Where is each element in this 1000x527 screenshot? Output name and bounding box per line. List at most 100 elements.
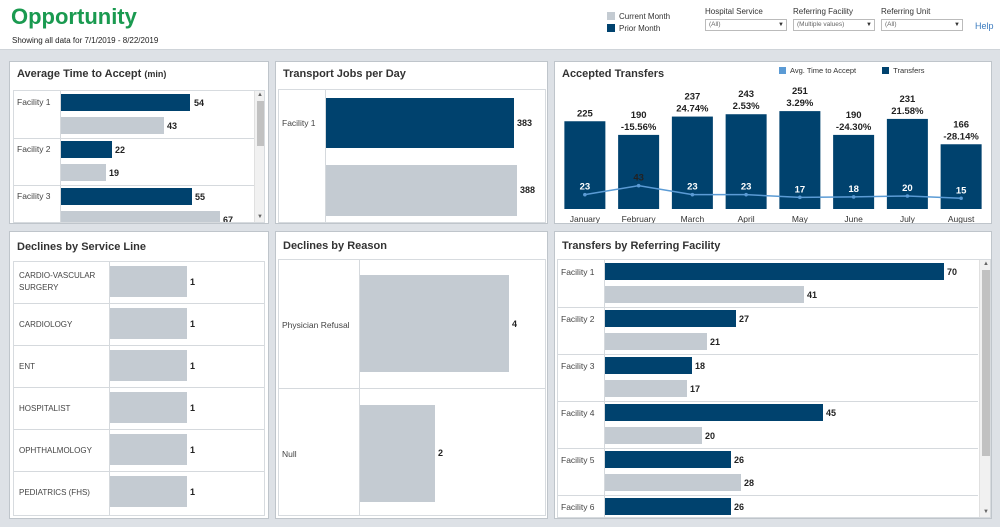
avg-time-label: 15 (956, 185, 967, 196)
bar-current[interactable] (605, 333, 707, 350)
bar-value: 4 (512, 319, 518, 329)
chart-legend: Avg. Time to Accept Transfers (779, 66, 925, 75)
row-label: Facility 2 (17, 144, 51, 154)
bar-prior[interactable] (605, 404, 823, 421)
bar-value: 41 (807, 290, 818, 300)
scroll-up-icon[interactable]: ▲ (257, 92, 263, 98)
transfer-bar (886, 118, 928, 209)
dashboard-header: Opportunity Showing all data for 7/1/201… (0, 0, 1000, 50)
transfer-bar (779, 111, 821, 209)
bar-current[interactable] (326, 165, 517, 216)
accepted-transfers-panel: Accepted Transfers Avg. Time to Accept T… (554, 61, 992, 224)
bar-value: 18 (695, 361, 706, 371)
bar-current[interactable] (605, 474, 741, 491)
avg-time-point (690, 192, 695, 197)
transport-chart: Facility 1 383 388 (278, 89, 546, 223)
chevron-down-icon: ▼ (778, 22, 784, 28)
bar-current[interactable] (110, 392, 187, 423)
month-tick-label: February (622, 214, 657, 223)
help-link[interactable]: Help (975, 21, 994, 31)
referring-unit-dropdown[interactable]: (All) ▼ (881, 19, 963, 31)
declines-by-reason-panel: Declines by Reason Physician Refusal 4 N… (275, 231, 548, 519)
bar-prior[interactable] (605, 498, 731, 515)
panel-title: Transfers by Referring Facility (562, 240, 721, 252)
panel-title: Transport Jobs per Day (283, 68, 406, 80)
bar-value: 1 (190, 277, 196, 287)
bar-current[interactable] (360, 275, 509, 372)
bar-prior[interactable] (61, 94, 190, 111)
bar-current[interactable] (110, 266, 187, 297)
bar-value: 1 (190, 445, 196, 455)
row-label: Facility 1 (561, 267, 595, 277)
bar-current[interactable] (605, 380, 687, 397)
bar-current[interactable] (605, 286, 804, 303)
bar-prior[interactable] (605, 263, 944, 280)
bar-current[interactable] (61, 211, 220, 222)
row-label: Facility 6 (561, 502, 595, 512)
bar-current[interactable] (605, 427, 702, 444)
transfer-value-label: 190 (631, 110, 647, 121)
legend-current-month: Current Month (607, 10, 670, 22)
bar-current[interactable] (360, 405, 435, 502)
chevron-down-icon: ▼ (866, 22, 872, 28)
scrollbar-thumb[interactable] (982, 270, 990, 456)
bar-prior[interactable] (61, 188, 192, 205)
bar-current[interactable] (110, 476, 187, 507)
filter-referring-facility: Referring Facility (Multiple values) ▼ (793, 7, 875, 31)
filter-label: Referring Unit (881, 7, 931, 16)
bar-value: 43 (167, 121, 178, 131)
transfer-value-label: 237 (684, 92, 700, 103)
bar-prior[interactable] (326, 98, 514, 148)
bar-value: 20 (705, 431, 716, 441)
bar-current[interactable] (110, 350, 187, 381)
scroll-up-icon[interactable]: ▲ (983, 261, 989, 267)
row-label: Facility 3 (17, 191, 51, 201)
transfers-by-referring-panel: Transfers by Referring Facility Facility… (554, 231, 992, 519)
hospital-service-dropdown[interactable]: (All) ▼ (705, 19, 787, 31)
bar-current[interactable] (61, 164, 106, 181)
vertical-scrollbar[interactable]: ▲ ▼ (979, 260, 990, 517)
filter-hospital-service: Hospital Service (All) ▼ (705, 7, 787, 31)
avg-time-to-accept-panel: Average Time to Accept (min) Facility 1 … (9, 61, 269, 224)
chevron-down-icon: ▼ (954, 22, 960, 28)
month-tick-label: July (900, 214, 916, 223)
bar-value: 55 (195, 192, 206, 202)
pct-change-label: 24.74% (676, 104, 709, 115)
transfer-value-label: 190 (846, 110, 862, 121)
bar-prior[interactable] (61, 141, 112, 158)
bar-current[interactable] (61, 117, 164, 134)
bar-current[interactable] (110, 308, 187, 339)
declines-reason-chart: Physician Refusal 4 Null 2 (278, 259, 546, 516)
bar-prior[interactable] (605, 357, 692, 374)
month-tick-label: January (570, 214, 601, 223)
row-label: Physician Refusal (282, 320, 350, 330)
referring-facility-chart: Facility 1 70 41 Facility 2 27 21 Facili… (557, 259, 991, 518)
pct-change-label: -28.14% (943, 131, 979, 142)
row-label: OPHTHALMOLOGY (19, 446, 92, 455)
bar-value: 26 (734, 455, 745, 465)
transport-jobs-panel: Transport Jobs per Day Facility 1 383 38… (275, 61, 548, 224)
avg-time-chart: Facility 1 54 43 Facility 2 22 19 Facili… (13, 90, 265, 223)
avg-time-label: 43 (633, 173, 644, 184)
pct-change-label: 2.53% (733, 101, 760, 112)
avg-time-point (905, 194, 910, 198)
vertical-scrollbar[interactable]: ▲ ▼ (254, 91, 264, 222)
avg-time-label: 23 (687, 182, 698, 193)
scroll-down-icon[interactable]: ▼ (257, 214, 263, 220)
row-label: Facility 3 (561, 361, 595, 371)
bar-value: 26 (734, 502, 745, 512)
row-label: Facility 1 (282, 118, 316, 128)
avg-time-line (584, 184, 962, 199)
filter-label: Referring Facility (793, 7, 854, 16)
scrollbar-thumb[interactable] (257, 101, 264, 146)
bar-prior[interactable] (605, 451, 731, 468)
bar-prior[interactable] (605, 310, 736, 327)
scroll-down-icon[interactable]: ▼ (983, 509, 989, 515)
referring-facility-dropdown[interactable]: (Multiple values) ▼ (793, 19, 875, 31)
row-label: CARDIOLOGY (19, 320, 73, 329)
pct-change-label: -24.30% (836, 122, 872, 133)
row-label: Facility 2 (561, 314, 595, 324)
bar-current[interactable] (110, 434, 187, 465)
row-label: Facility 4 (561, 408, 595, 418)
bar-value: 22 (115, 145, 126, 155)
